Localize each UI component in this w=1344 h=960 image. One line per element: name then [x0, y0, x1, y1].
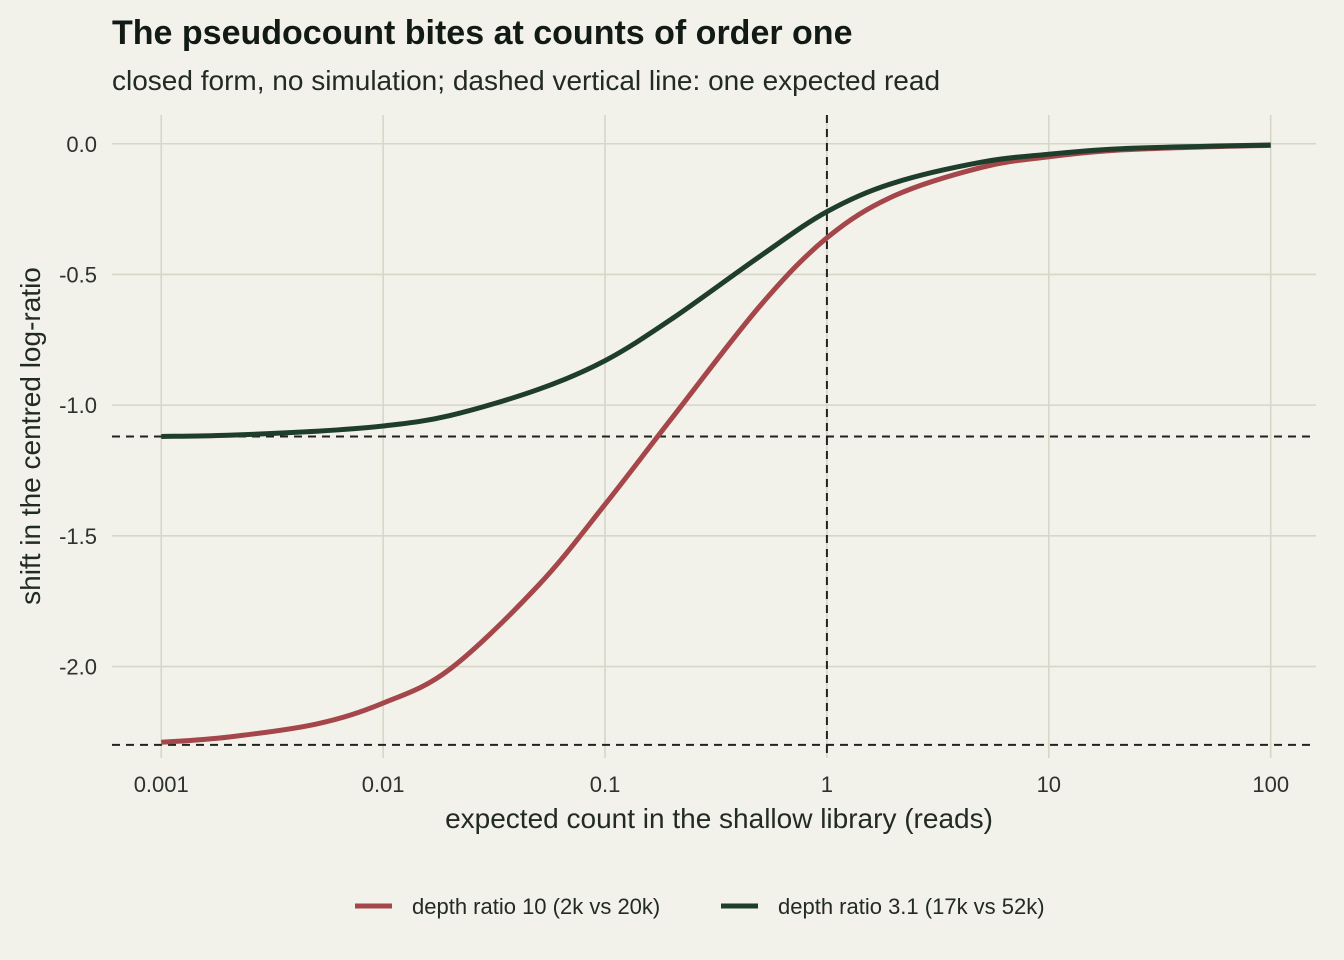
y-tick-label-1-0: -1.0: [59, 393, 97, 418]
chart-subtitle: closed form, no simulation; dashed verti…: [112, 65, 940, 96]
series-lines: [161, 142, 1271, 745]
x-tick-label-0-01: 0.01: [362, 772, 405, 797]
legend: depth ratio 10 (2k vs 20k) depth ratio 3…: [355, 894, 1045, 919]
legend-label-depth-ratio-10: depth ratio 10 (2k vs 20k): [412, 894, 660, 919]
y-tick-label-2-0: -2.0: [59, 655, 97, 680]
x-tick-label-1: 1: [821, 772, 833, 797]
series-line-depth-ratio-3-1-17k-vs-52k: [161, 142, 1271, 439]
x-tick-label-0-1: 0.1: [590, 772, 621, 797]
y-tick-label-1-5: -1.5: [59, 524, 97, 549]
gridlines: [112, 115, 1316, 758]
chart-title: The pseudocount bites at counts of order…: [112, 14, 852, 52]
reference-lines: [112, 115, 1316, 758]
y-axis-title: shift in the centred log-ratio: [15, 267, 46, 605]
x-tick-label-10: 10: [1037, 772, 1061, 797]
legend-label-depth-ratio-3-1: depth ratio 3.1 (17k vs 52k): [778, 894, 1045, 919]
x-tick-label-100: 100: [1252, 772, 1289, 797]
y-tick-label-0-5: -0.5: [59, 262, 97, 287]
tick-labels: 0.001 0.01 0.1 1 10 100 0.0 -0.5 -1.0 -1.5 -2.0: [59, 132, 1289, 797]
x-axis-title: expected count in the shallow library (r…: [445, 803, 993, 834]
y-tick-label-0-0: 0.0: [66, 132, 97, 157]
x-tick-label-0-001: 0.001: [134, 772, 189, 797]
series-line-depth-ratio-10-2k-vs-20k: [161, 142, 1271, 745]
